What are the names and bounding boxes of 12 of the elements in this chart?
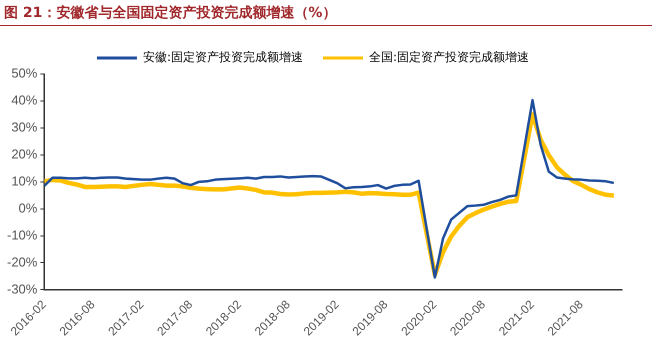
- y-tick-label: -30%: [6, 281, 38, 296]
- chart-title: 图 21：安徽省与全国固定资产投资完成额增速（%）: [0, 0, 652, 26]
- y-tick-label: 50%: [11, 66, 38, 81]
- y-tick-label: 0%: [18, 200, 38, 216]
- y-tick-label: 10%: [11, 173, 38, 188]
- y-tick-label: 30%: [11, 119, 38, 134]
- legend-label: 安徽:固定资产投资完成额增速: [142, 50, 304, 64]
- legend-label: 全国:固定资产投资完成额增速: [369, 50, 530, 64]
- y-tick-label: -20%: [6, 254, 38, 270]
- y-tick-label: 40%: [11, 92, 38, 108]
- y-tick-label: 20%: [11, 146, 38, 162]
- y-tick-label: -10%: [6, 227, 38, 242]
